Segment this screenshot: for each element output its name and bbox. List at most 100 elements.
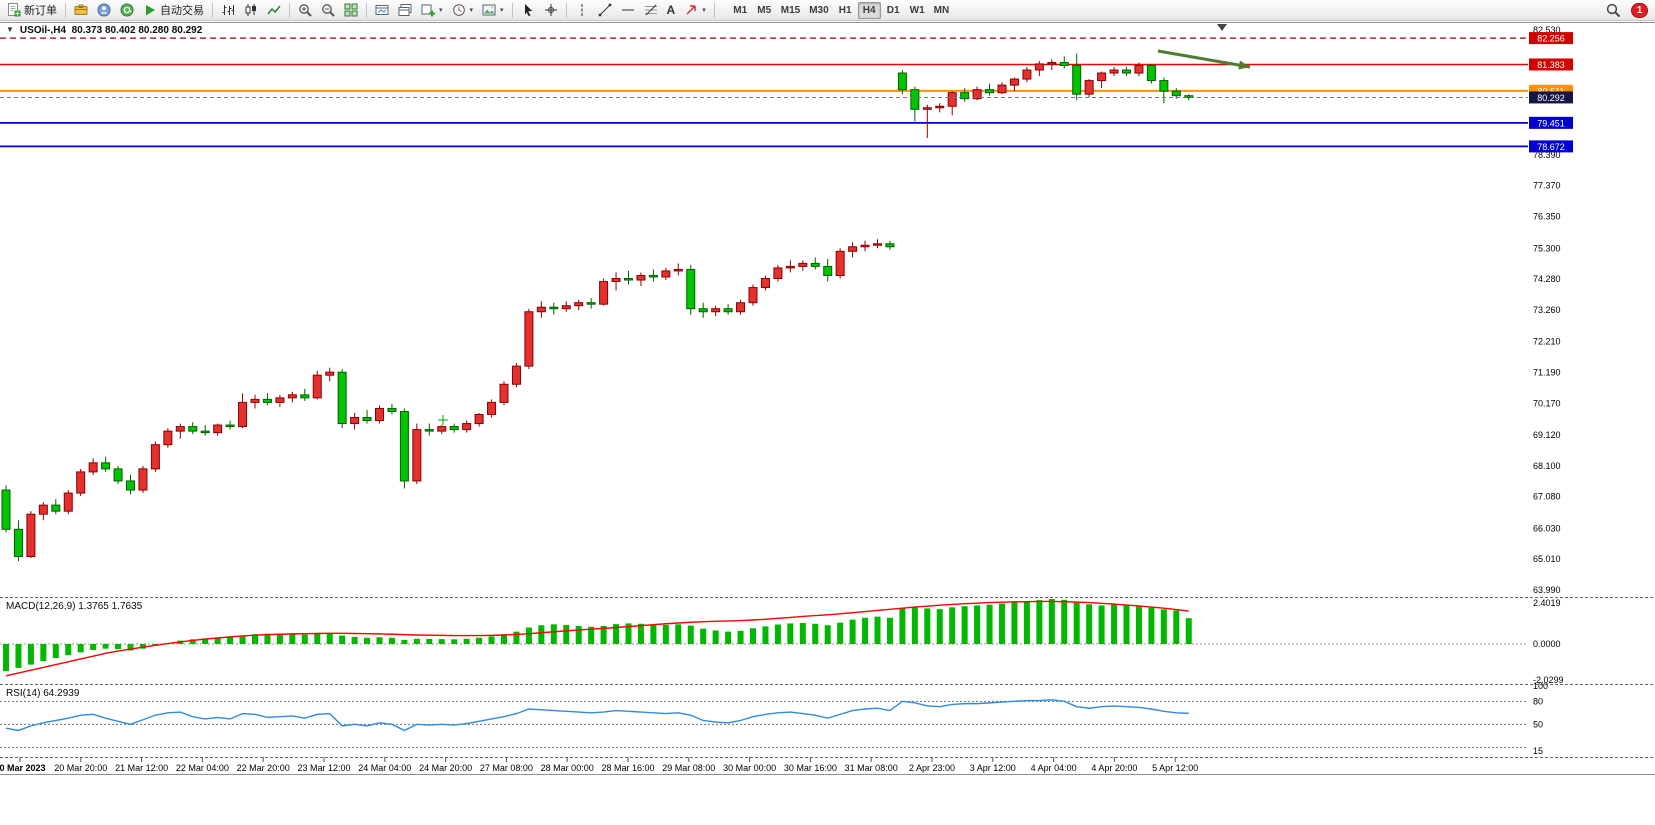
time-axis-label: 21 Mar 12:00 (115, 763, 168, 773)
macd-histogram-bar (1023, 601, 1030, 644)
community-button[interactable] (116, 1, 138, 19)
candle-body (200, 430, 210, 434)
chart-shift-marker-icon[interactable] (1217, 24, 1227, 31)
macd-histogram-bar (563, 624, 570, 644)
timeframe-m15[interactable]: M15 (780, 4, 801, 16)
profile-icon (97, 3, 111, 17)
candle-body (138, 468, 148, 491)
window-list-icon (375, 5, 389, 15)
timeframe-h4[interactable]: H4 (857, 1, 881, 19)
macd-histogram-bar (339, 635, 346, 644)
time-axis[interactable] (0, 757, 1528, 775)
periods-button[interactable]: ▾ (448, 1, 478, 19)
time-axis-label: 22 Mar 04:00 (176, 763, 229, 773)
fibonacci-tool-button[interactable] (640, 1, 662, 19)
new-order-label: 新订单 (24, 5, 57, 17)
macd-histogram-bar (476, 637, 483, 644)
candle-body (910, 89, 920, 110)
macd-histogram-bar (127, 643, 134, 651)
candle-body (1122, 69, 1131, 74)
arrows-tool-button[interactable]: ▾ (680, 1, 710, 19)
candle-body (287, 394, 297, 399)
toolbar-right-group: 1 (1602, 1, 1652, 19)
macd-histogram-bar (874, 616, 881, 644)
macd-histogram-bar (326, 633, 333, 644)
new-chart-button[interactable]: ▾ (417, 1, 447, 19)
window-cascade-button[interactable] (394, 1, 416, 19)
candle-body (387, 407, 397, 412)
text-tool-button[interactable]: A (663, 1, 680, 19)
macd-histogram-bar (1036, 600, 1043, 644)
new-order-button[interactable]: 新订单 (3, 1, 61, 19)
candle-body (873, 243, 882, 246)
candle-body (126, 480, 135, 491)
candle-body (499, 383, 509, 403)
candle-body (536, 306, 546, 313)
rsi-axis-label: 100 (1533, 681, 1548, 691)
timeframe-m30[interactable]: M30 (809, 4, 829, 16)
templates-button[interactable]: ▾ (478, 1, 508, 19)
macd-histogram-bar (600, 626, 607, 644)
timeframe-m1[interactable]: M1 (733, 4, 748, 16)
price-axis-label: 71.190 (1533, 367, 1561, 377)
crosshair-tool-button[interactable] (540, 1, 562, 19)
candle-body (599, 281, 609, 305)
chart-canvas[interactable]: 82.530 78.390 77.370 76.350 75.300 74.280 73.2… (0, 22, 1655, 825)
zoom-out-button[interactable] (317, 1, 339, 19)
candlestick-chart-button[interactable] (240, 1, 262, 19)
notification-badge[interactable]: 1 (1631, 2, 1648, 18)
tile-windows-button[interactable] (340, 1, 362, 19)
macd-histogram-bar (102, 643, 109, 649)
cursor-tool-button[interactable] (517, 1, 539, 19)
timeframe-w1[interactable]: W1 (909, 4, 925, 16)
macd-histogram-bar (862, 617, 869, 644)
macd-histogram-bar (264, 633, 271, 644)
crosshair-icon (544, 4, 557, 16)
candle-body (760, 278, 770, 289)
timeframe-m5[interactable]: M5 (757, 4, 772, 16)
macd-histogram-bar (1160, 609, 1167, 644)
templates-icon (482, 4, 496, 16)
tile-windows-icon (344, 3, 358, 17)
market-button[interactable] (70, 1, 92, 19)
price-badge (1529, 116, 1573, 129)
macd-histogram-bar (451, 639, 458, 644)
vertical-line-tool-button[interactable] (571, 1, 593, 19)
zoom-in-button[interactable] (294, 1, 316, 19)
profile-button[interactable] (93, 1, 115, 19)
timeframe-mn[interactable]: MN (933, 4, 950, 16)
candle-body (723, 308, 733, 313)
price-axis-label: 69.120 (1533, 430, 1561, 440)
horizontal-line-tool-button[interactable] (617, 1, 639, 19)
candle-body (1059, 61, 1069, 66)
candle-body (375, 407, 384, 422)
current-price-badge-text: 80.292 (1537, 93, 1565, 103)
autotrade-button[interactable]: 自动交易 (139, 1, 208, 19)
rsi-indicator-label: RSI(14) 64.2939 (6, 688, 80, 699)
autotrade-label: 自动交易 (160, 5, 204, 17)
macd-histogram-bar (1185, 618, 1192, 644)
zoom-in-icon (299, 4, 312, 17)
price-axis-label: 77.370 (1533, 181, 1561, 191)
candle-body (424, 429, 434, 432)
price-badge-text: 78.672 (1537, 142, 1565, 152)
timeframe-h1[interactable]: H1 (838, 4, 852, 16)
macd-histogram-bar (401, 639, 408, 644)
time-axis-label: 3 Apr 12:00 (970, 763, 1016, 773)
trend-arrow-annotation[interactable] (1157, 49, 1251, 69)
search-button[interactable] (1602, 1, 1625, 19)
trendline-tool-button[interactable] (594, 1, 616, 19)
timeframe-d1[interactable]: D1 (886, 4, 900, 16)
candle-body (524, 311, 534, 367)
window-list-button[interactable] (371, 1, 393, 19)
candle-body (38, 504, 48, 515)
rsi-line (5, 699, 1189, 732)
macd-histogram-bar (687, 625, 694, 644)
candle-body (262, 398, 272, 403)
macd-histogram-bar (712, 630, 719, 644)
chart-title: ▼ USOil-,H4 80.373 80.402 80.280 80.292 (6, 25, 202, 36)
bar-chart-button[interactable] (217, 1, 239, 19)
macd-histogram-bar (924, 608, 931, 644)
chart-menu-icon[interactable]: ▼ (6, 25, 14, 34)
line-chart-button[interactable] (263, 1, 285, 19)
